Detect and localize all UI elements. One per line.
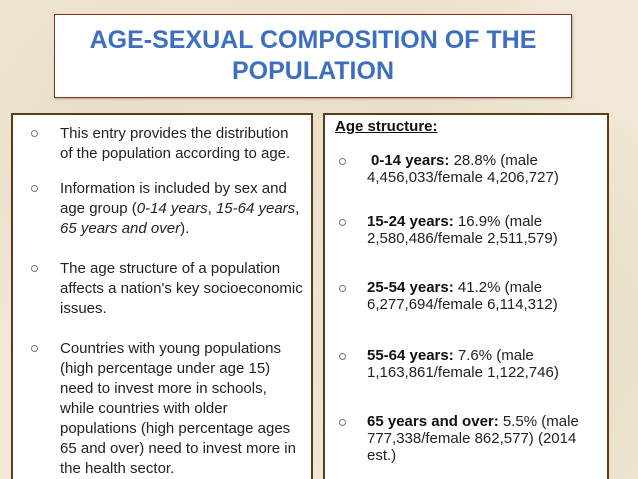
title-box: AGE-SEXUAL COMPOSITION OF THE POPULATION xyxy=(54,14,572,98)
circle-bullet-icon xyxy=(31,345,38,352)
age-group-item: 65 years and over: 5.5% (male 777,338/fe… xyxy=(325,413,603,464)
circle-bullet-icon xyxy=(339,353,346,360)
age-group-value: 28.8% (male 4,456,033/female 4,206,727) xyxy=(367,152,559,186)
item-text: Information is included by sex and age g… xyxy=(60,180,287,217)
age-structure-heading: Age structure: xyxy=(335,118,438,135)
circle-bullet-icon xyxy=(31,265,38,272)
info-list: This entry provides the distribution of … xyxy=(13,124,311,479)
circle-bullet-icon xyxy=(339,219,346,226)
circle-bullet-icon xyxy=(339,419,346,426)
age-group-label: 0-14 years: xyxy=(371,152,450,169)
circle-bullet-icon xyxy=(339,285,346,292)
list-item: Information is included by sex and age g… xyxy=(13,179,311,239)
item-text: Countries with young populations (high p… xyxy=(60,340,296,477)
item-text: This entry provides the distribution of … xyxy=(60,125,291,162)
circle-bullet-icon xyxy=(339,158,346,165)
age-group-value: 7.6% (male 1,163,861/female 1,122,746) xyxy=(367,347,559,381)
circle-bullet-icon xyxy=(31,130,38,137)
age-group-value: 41.2% (male 6,277,694/female 6,114,312) xyxy=(367,279,558,313)
left-panel: This entry provides the distribution of … xyxy=(11,113,313,479)
separator: , xyxy=(295,200,300,217)
list-item: This entry provides the distribution of … xyxy=(13,124,311,164)
age-group-65-plus: 65 years and over xyxy=(60,220,181,237)
age-group-0-14: 0-14 years xyxy=(136,200,208,217)
age-group-item: 25-54 years: 41.2% (male 6,277,694/femal… xyxy=(325,279,603,313)
age-group-label: 15-24 years: xyxy=(367,213,454,230)
age-group-label: 65 years and over: xyxy=(367,413,499,430)
closing: ). xyxy=(180,220,190,237)
age-group-value: 16.9% (male 2,580,486/female 2,511,579) xyxy=(367,213,558,247)
item-text: The age structure of a population affect… xyxy=(60,260,303,317)
age-group-item: 0-14 years: 28.8% (male 4,456,033/female… xyxy=(325,152,603,186)
separator: , xyxy=(207,200,216,217)
circle-bullet-icon xyxy=(31,185,38,192)
right-panel: Age structure: 0-14 years: 28.8% (male 4… xyxy=(323,113,609,479)
age-group-15-64: 15-64 years xyxy=(215,200,296,217)
age-group-value: 5.5% (male 777,338/female 862,577) (2014… xyxy=(367,413,579,464)
age-group-label: 25-54 years: xyxy=(367,279,454,296)
slide-title: AGE-SEXUAL COMPOSITION OF THE POPULATION xyxy=(89,26,537,85)
list-item: Countries with young populations (high p… xyxy=(13,339,311,479)
age-group-item: 15-24 years: 16.9% (male 2,580,486/femal… xyxy=(325,213,603,247)
list-item: The age structure of a population affect… xyxy=(13,259,311,319)
age-group-label: 55-64 years: xyxy=(367,347,454,364)
age-group-item: 55-64 years: 7.6% (male 1,163,861/female… xyxy=(325,347,603,381)
